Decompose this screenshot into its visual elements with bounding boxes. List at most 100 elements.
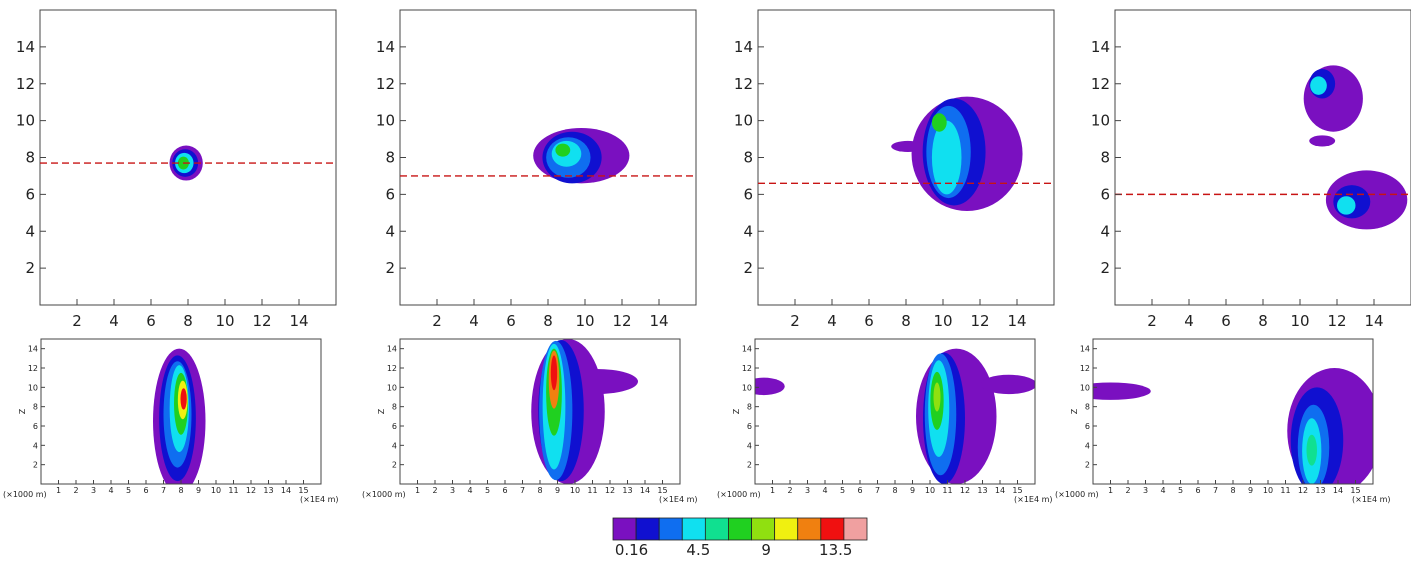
section-xtick-label: 8 (178, 486, 183, 495)
section-xtick-label: 9 (196, 486, 201, 495)
plan-xtick-label: 10 (215, 312, 234, 330)
plan-ytick-label: 8 (25, 149, 35, 167)
colorbar-swatch-11 (843, 517, 868, 541)
plan-xtick-label: 4 (827, 312, 837, 330)
section-xtick-label: 10 (570, 486, 580, 495)
section-x-unit: (×1E4 m) (300, 495, 339, 504)
section-xtick-label: 1 (770, 486, 775, 495)
plan-contour-5 (931, 120, 962, 195)
plan-ytick-label: 6 (743, 185, 753, 203)
section-ytick-label: 2 (747, 461, 752, 470)
plan-ytick-label: 10 (734, 112, 753, 130)
section-ylabel: Z (1070, 408, 1079, 414)
plan-xtick-label: 8 (183, 312, 193, 330)
section-xtick-label: 13 (622, 486, 632, 495)
plan-ytick-label: 4 (385, 222, 395, 240)
plan-xtick-label: 14 (289, 312, 308, 330)
section-xtick-label: 2 (1125, 486, 1130, 495)
section-xtick-label: 3 (450, 486, 455, 495)
section-ytick-label: 4 (747, 441, 752, 450)
section-ytick-label: 12 (28, 364, 38, 373)
section-ytick-label: 14 (387, 345, 397, 354)
section-ytick-label: 10 (742, 383, 752, 392)
section-xtick-label: 2 (432, 486, 437, 495)
section-xtick-label: 4 (108, 486, 113, 495)
section-ytick-label: 4 (392, 441, 397, 450)
plan-xtick-label: 10 (933, 312, 952, 330)
plan-ytick-label: 14 (376, 38, 395, 56)
colorbar-label: 0.16 (615, 541, 648, 559)
section-ytick-label: 6 (1085, 422, 1090, 431)
plan-contours (891, 96, 1023, 211)
plan-contour-7 (1337, 196, 1356, 215)
colorbar-swatch-10 (820, 517, 845, 541)
section-xtick-label: 12 (246, 486, 256, 495)
plan-ytick-label: 4 (25, 222, 35, 240)
section-ytick-label: 14 (742, 345, 752, 354)
section-contours (1093, 368, 1373, 484)
section-xtick-label: 9 (555, 486, 560, 495)
section-ytick-label: 14 (1080, 345, 1090, 354)
section-xtick-label: 11 (942, 486, 952, 495)
plan-ytick-label: 4 (1100, 222, 1110, 240)
section-xtick-label: 14 (281, 486, 291, 495)
plan-ytick-label: 8 (1100, 149, 1110, 167)
plan-xtick-label: 4 (109, 312, 119, 330)
section-contour-7 (180, 388, 187, 410)
section-contour-6 (1306, 434, 1317, 466)
colorbar-label: 9 (761, 541, 771, 559)
plan-ytick-label: 6 (385, 185, 395, 203)
section-xtick-label: 13 (977, 486, 987, 495)
section-xtick-label: 14 (640, 486, 650, 495)
plan-xtick-label: 2 (1147, 312, 1157, 330)
section-xtick-label: 5 (840, 486, 845, 495)
section-ytick-label: 4 (1085, 441, 1090, 450)
section-xtick-label: 9 (910, 486, 915, 495)
section-xtick-label: 10 (925, 486, 935, 495)
section-xtick-label: 6 (502, 486, 507, 495)
colorbar-swatch-8 (774, 517, 799, 541)
section-ylabel: Z (732, 408, 741, 414)
section-xtick-label: 5 (485, 486, 490, 495)
plan-xtick-label: 8 (901, 312, 911, 330)
section-ytick-label: 12 (742, 364, 752, 373)
section-ytick-label: 6 (392, 422, 397, 431)
plan-xtick-label: 14 (649, 312, 668, 330)
plan-contours (533, 128, 630, 184)
section-xtick-label: 1 (1108, 486, 1113, 495)
plan-ytick-label: 6 (25, 185, 35, 203)
plan-xtick-label: 8 (1258, 312, 1268, 330)
section-xtick-label: 10 (211, 486, 221, 495)
section-ytick-label: 8 (392, 403, 397, 412)
plan-contour-6 (931, 113, 947, 132)
section-xtick-label: 2 (73, 486, 78, 495)
section-y-unit: (×1000 m) (717, 490, 761, 499)
plan-ytick-label: 8 (743, 149, 753, 167)
section-y-unit: (×1000 m) (3, 490, 47, 499)
section-xtick-label: 14 (995, 486, 1005, 495)
plan-ytick-label: 2 (743, 259, 753, 277)
section-contours (153, 348, 206, 484)
section-ytick-label: 2 (33, 461, 38, 470)
plan-ytick-label: 2 (385, 259, 395, 277)
colorbar-swatch-7 (751, 517, 776, 541)
section-x-unit: (×1E4 m) (659, 495, 698, 504)
section-xtick-label: 14 (1333, 486, 1343, 495)
plan-ytick-label: 10 (1091, 112, 1110, 130)
section-ytick-label: 6 (747, 422, 752, 431)
section-ytick-label: 2 (392, 461, 397, 470)
section-xtick-label: 12 (1298, 486, 1308, 495)
colorbar-swatch-5 (704, 517, 729, 541)
section-xtick-label: 15 (298, 486, 308, 495)
section-xtick-label: 15 (657, 486, 667, 495)
section-xtick-label: 9 (1248, 486, 1253, 495)
plan-ytick-label: 12 (734, 75, 753, 93)
section-ytick-label: 8 (1085, 403, 1090, 412)
section-xtick-label: 4 (467, 486, 472, 495)
section-xtick-label: 11 (1280, 486, 1290, 495)
colorbar-swatch-4 (681, 517, 706, 541)
colorbar-label: 13.5 (819, 541, 852, 559)
section-xtick-label: 7 (1213, 486, 1218, 495)
